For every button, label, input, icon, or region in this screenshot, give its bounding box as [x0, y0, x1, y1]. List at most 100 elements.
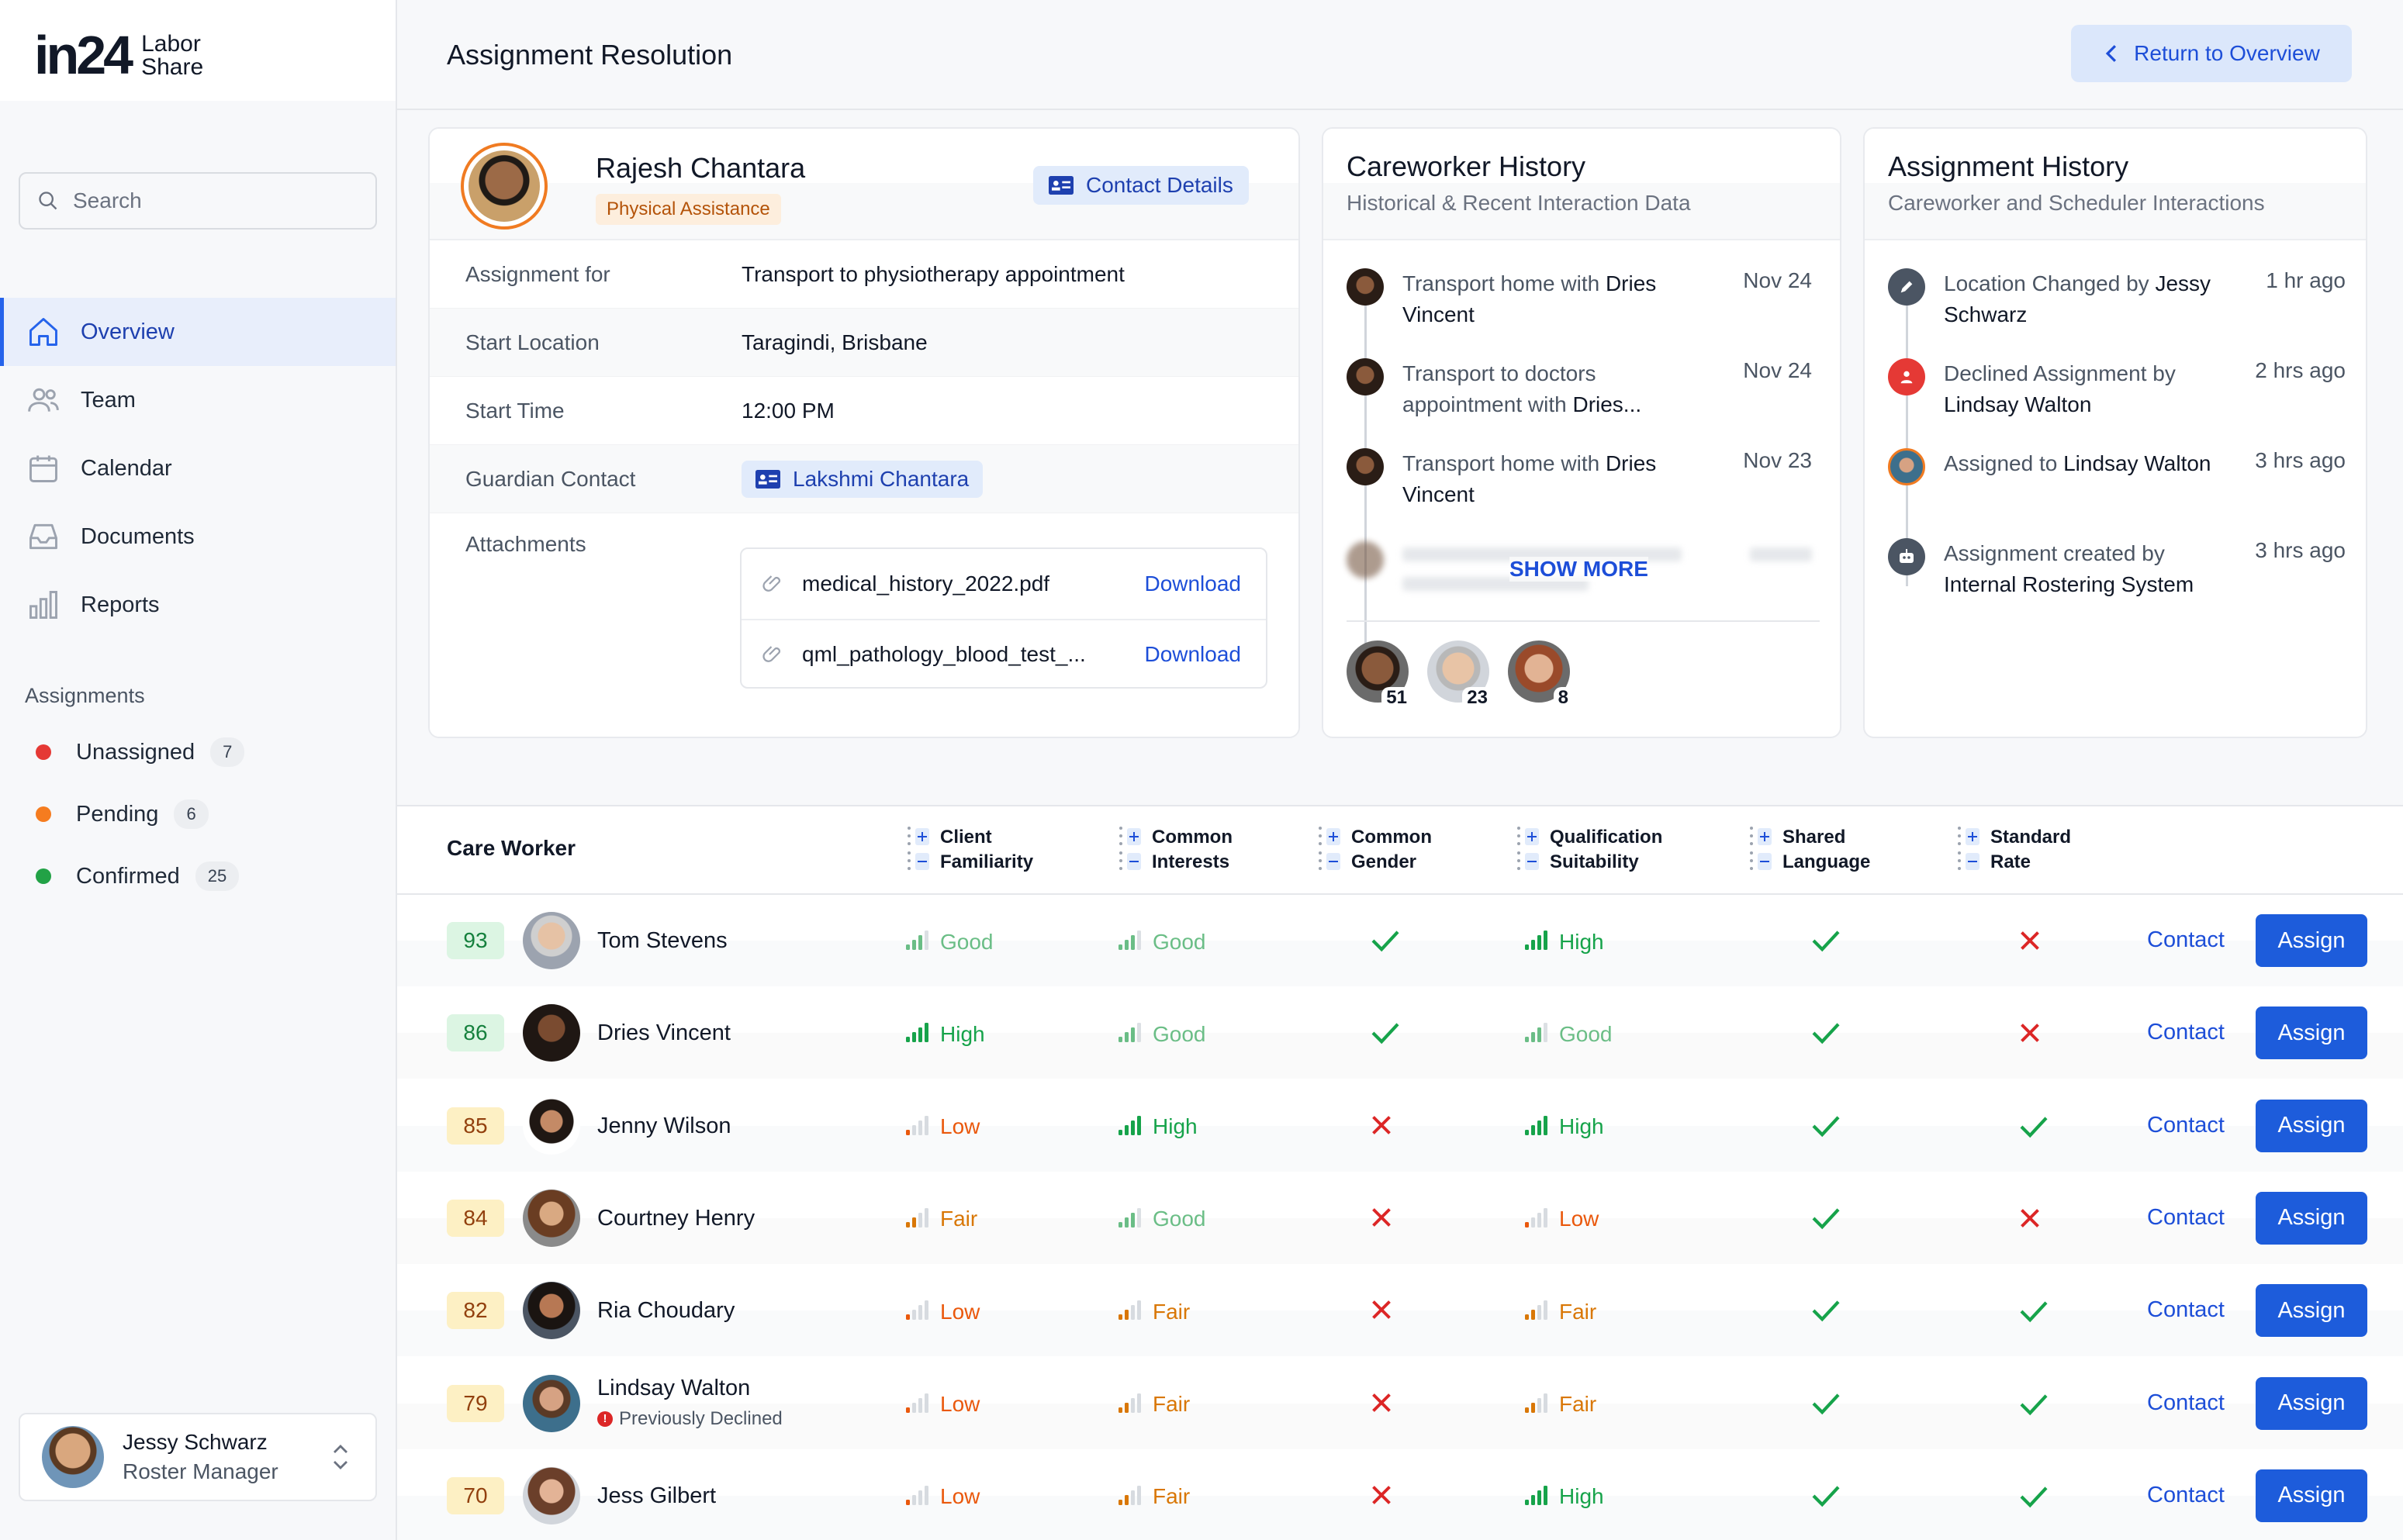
- rating-label: High: [1559, 1484, 1604, 1509]
- status-item-pending[interactable]: Pending 6: [0, 783, 396, 845]
- contact-link[interactable]: Contact: [2147, 1020, 2225, 1045]
- info-value: Taragindi, Brisbane: [742, 330, 928, 354]
- contact-card-icon: [755, 469, 780, 489]
- assign-button[interactable]: Assign: [2256, 1099, 2367, 1152]
- signal-strength-icon: [906, 928, 940, 955]
- sidebar: in24 Labor Share Overview Team Calendar …: [0, 0, 397, 1540]
- alert-icon: !: [597, 1411, 613, 1427]
- care-worker-name[interactable]: Jess Gilbert: [597, 1483, 717, 1508]
- avatar[interactable]: 23: [1427, 641, 1492, 709]
- care-worker-name[interactable]: Ria Choudary: [597, 1298, 735, 1324]
- column-header-common-gender[interactable]: Common Gender: [1319, 825, 1432, 875]
- main-nav: Overview Team Calendar Documents Reports: [0, 298, 396, 639]
- signal-strength-icon: [906, 1020, 940, 1048]
- check-icon: [2018, 1299, 2049, 1328]
- care-worker-name[interactable]: Tom Stevens: [597, 928, 728, 953]
- care-worker-name[interactable]: Dries Vincent: [597, 1020, 731, 1046]
- chevron-up-down-icon: [334, 1445, 347, 1469]
- rating-label: Fair: [1153, 1299, 1191, 1324]
- status-label: Pending: [76, 801, 159, 827]
- rating-label: Fair: [1559, 1299, 1597, 1324]
- chevron-left-icon: [2105, 45, 2117, 62]
- rating: High: [1119, 1114, 1198, 1141]
- contact-link[interactable]: Contact: [2147, 1112, 2225, 1138]
- table-row: 79 Lindsay Walton ! Previously Declined Lo…: [397, 1357, 2403, 1449]
- avatar[interactable]: 8: [1508, 641, 1573, 709]
- info-label: Guardian Contact: [465, 466, 636, 491]
- nav-item-overview[interactable]: Overview: [0, 298, 396, 366]
- user-role: Roster Manager: [123, 1459, 278, 1483]
- status-item-unassigned[interactable]: Unassigned 7: [0, 721, 396, 783]
- return-to-overview-button[interactable]: Return to Overview: [2071, 25, 2352, 82]
- contact-link[interactable]: Contact: [2147, 927, 2225, 952]
- download-link[interactable]: Download: [1144, 642, 1241, 666]
- assign-button[interactable]: Assign: [2256, 1376, 2367, 1430]
- client-name: Rajesh Chantara: [596, 152, 806, 184]
- show-more-button[interactable]: SHOW MORE: [1509, 557, 1648, 582]
- assign-button[interactable]: Assign: [2256, 1469, 2367, 1522]
- rating-label: Fair: [1153, 1484, 1191, 1509]
- contact-link[interactable]: Contact: [2147, 1390, 2225, 1415]
- info-value: Transport to physiotherapy appointment: [742, 261, 1125, 286]
- rating-label: High: [940, 1021, 985, 1046]
- contact-link[interactable]: Contact: [2147, 1297, 2225, 1323]
- info-row: Start Time 12:00 PM: [430, 377, 1298, 445]
- info-row: Assignment for Transport to physiotherap…: [430, 240, 1298, 309]
- sort-control-icon[interactable]: [1317, 825, 1342, 876]
- service-tag: Physical Assistance: [596, 194, 781, 225]
- timeline-text: Location Changed by Jessy Schwarz: [1944, 271, 2211, 326]
- interaction-count: 23: [1462, 687, 1492, 709]
- user-declined-icon: [1888, 358, 1925, 395]
- avatar: [523, 1282, 580, 1340]
- sort-control-icon[interactable]: [1118, 825, 1143, 876]
- column-header-shared-language[interactable]: Shared Language: [1750, 825, 1870, 875]
- contact-details-button[interactable]: Contact Details: [1033, 166, 1249, 205]
- contact-link[interactable]: Contact: [2147, 1482, 2225, 1507]
- assign-button[interactable]: Assign: [2256, 1284, 2367, 1338]
- user-switcher[interactable]: Jessy Schwarz Roster Manager: [19, 1413, 377, 1501]
- timeline-date: Nov 24: [1743, 268, 1812, 292]
- sort-control-icon[interactable]: [1748, 825, 1773, 876]
- signal-strength-icon: [1119, 1206, 1153, 1233]
- rating: Good: [1119, 1206, 1206, 1233]
- assign-button[interactable]: Assign: [2256, 1191, 2367, 1245]
- sort-control-icon[interactable]: [1956, 825, 1981, 876]
- nav-label: Reports: [81, 592, 160, 617]
- search-input[interactable]: [73, 188, 352, 213]
- signal-strength-icon: [1119, 1020, 1153, 1048]
- contact-link[interactable]: Contact: [2147, 1204, 2225, 1230]
- avatar: [523, 1374, 580, 1432]
- rating-label: Good: [1153, 929, 1206, 954]
- status-item-confirmed[interactable]: Confirmed 25: [0, 845, 396, 907]
- sort-control-icon[interactable]: [1516, 825, 1540, 876]
- nav-item-calendar[interactable]: Calendar: [0, 434, 396, 502]
- column-header-client-familiarity[interactable]: Client Familiarity: [908, 825, 1033, 875]
- care-worker-name[interactable]: Lindsay Walton: [597, 1375, 751, 1400]
- match-score-badge: 86: [447, 1014, 504, 1052]
- column-header-common-interests[interactable]: Common Interests: [1119, 825, 1233, 875]
- info-label: Assignment for: [465, 261, 610, 286]
- column-header-standard-rate[interactable]: Standard Rate: [1958, 825, 2071, 875]
- avatar: [1347, 268, 1384, 306]
- assign-button[interactable]: Assign: [2256, 1007, 2367, 1060]
- signal-strength-icon: [1119, 1114, 1153, 1141]
- guardian-contact-chip[interactable]: Lakshmi Chantara: [742, 460, 984, 498]
- sort-control-icon[interactable]: [906, 825, 931, 876]
- care-worker-name[interactable]: Courtney Henry: [597, 1205, 755, 1231]
- logo[interactable]: in24 Labor Share: [34, 28, 203, 82]
- care-worker-name[interactable]: Jenny Wilson: [597, 1113, 731, 1138]
- signal-strength-icon: [906, 1206, 940, 1233]
- timeline-date: 2 hrs ago: [2255, 358, 2346, 382]
- column-header-qualification-suitability[interactable]: Qualification Suitability: [1517, 825, 1662, 875]
- rating: Fair: [1119, 1298, 1190, 1325]
- download-link[interactable]: Download: [1144, 571, 1241, 596]
- match-score-badge: 84: [447, 1199, 504, 1237]
- avatar[interactable]: 51: [1347, 641, 1412, 709]
- nav-item-team[interactable]: Team: [0, 366, 396, 434]
- nav-item-documents[interactable]: Documents: [0, 502, 396, 571]
- search-box[interactable]: [19, 172, 377, 230]
- assign-button[interactable]: Assign: [2256, 914, 2367, 967]
- nav-item-reports[interactable]: Reports: [0, 571, 396, 639]
- cross-icon: [2018, 1021, 2042, 1048]
- table-row: 93 Tom Stevens Good Good High Contact Ass…: [397, 895, 2403, 986]
